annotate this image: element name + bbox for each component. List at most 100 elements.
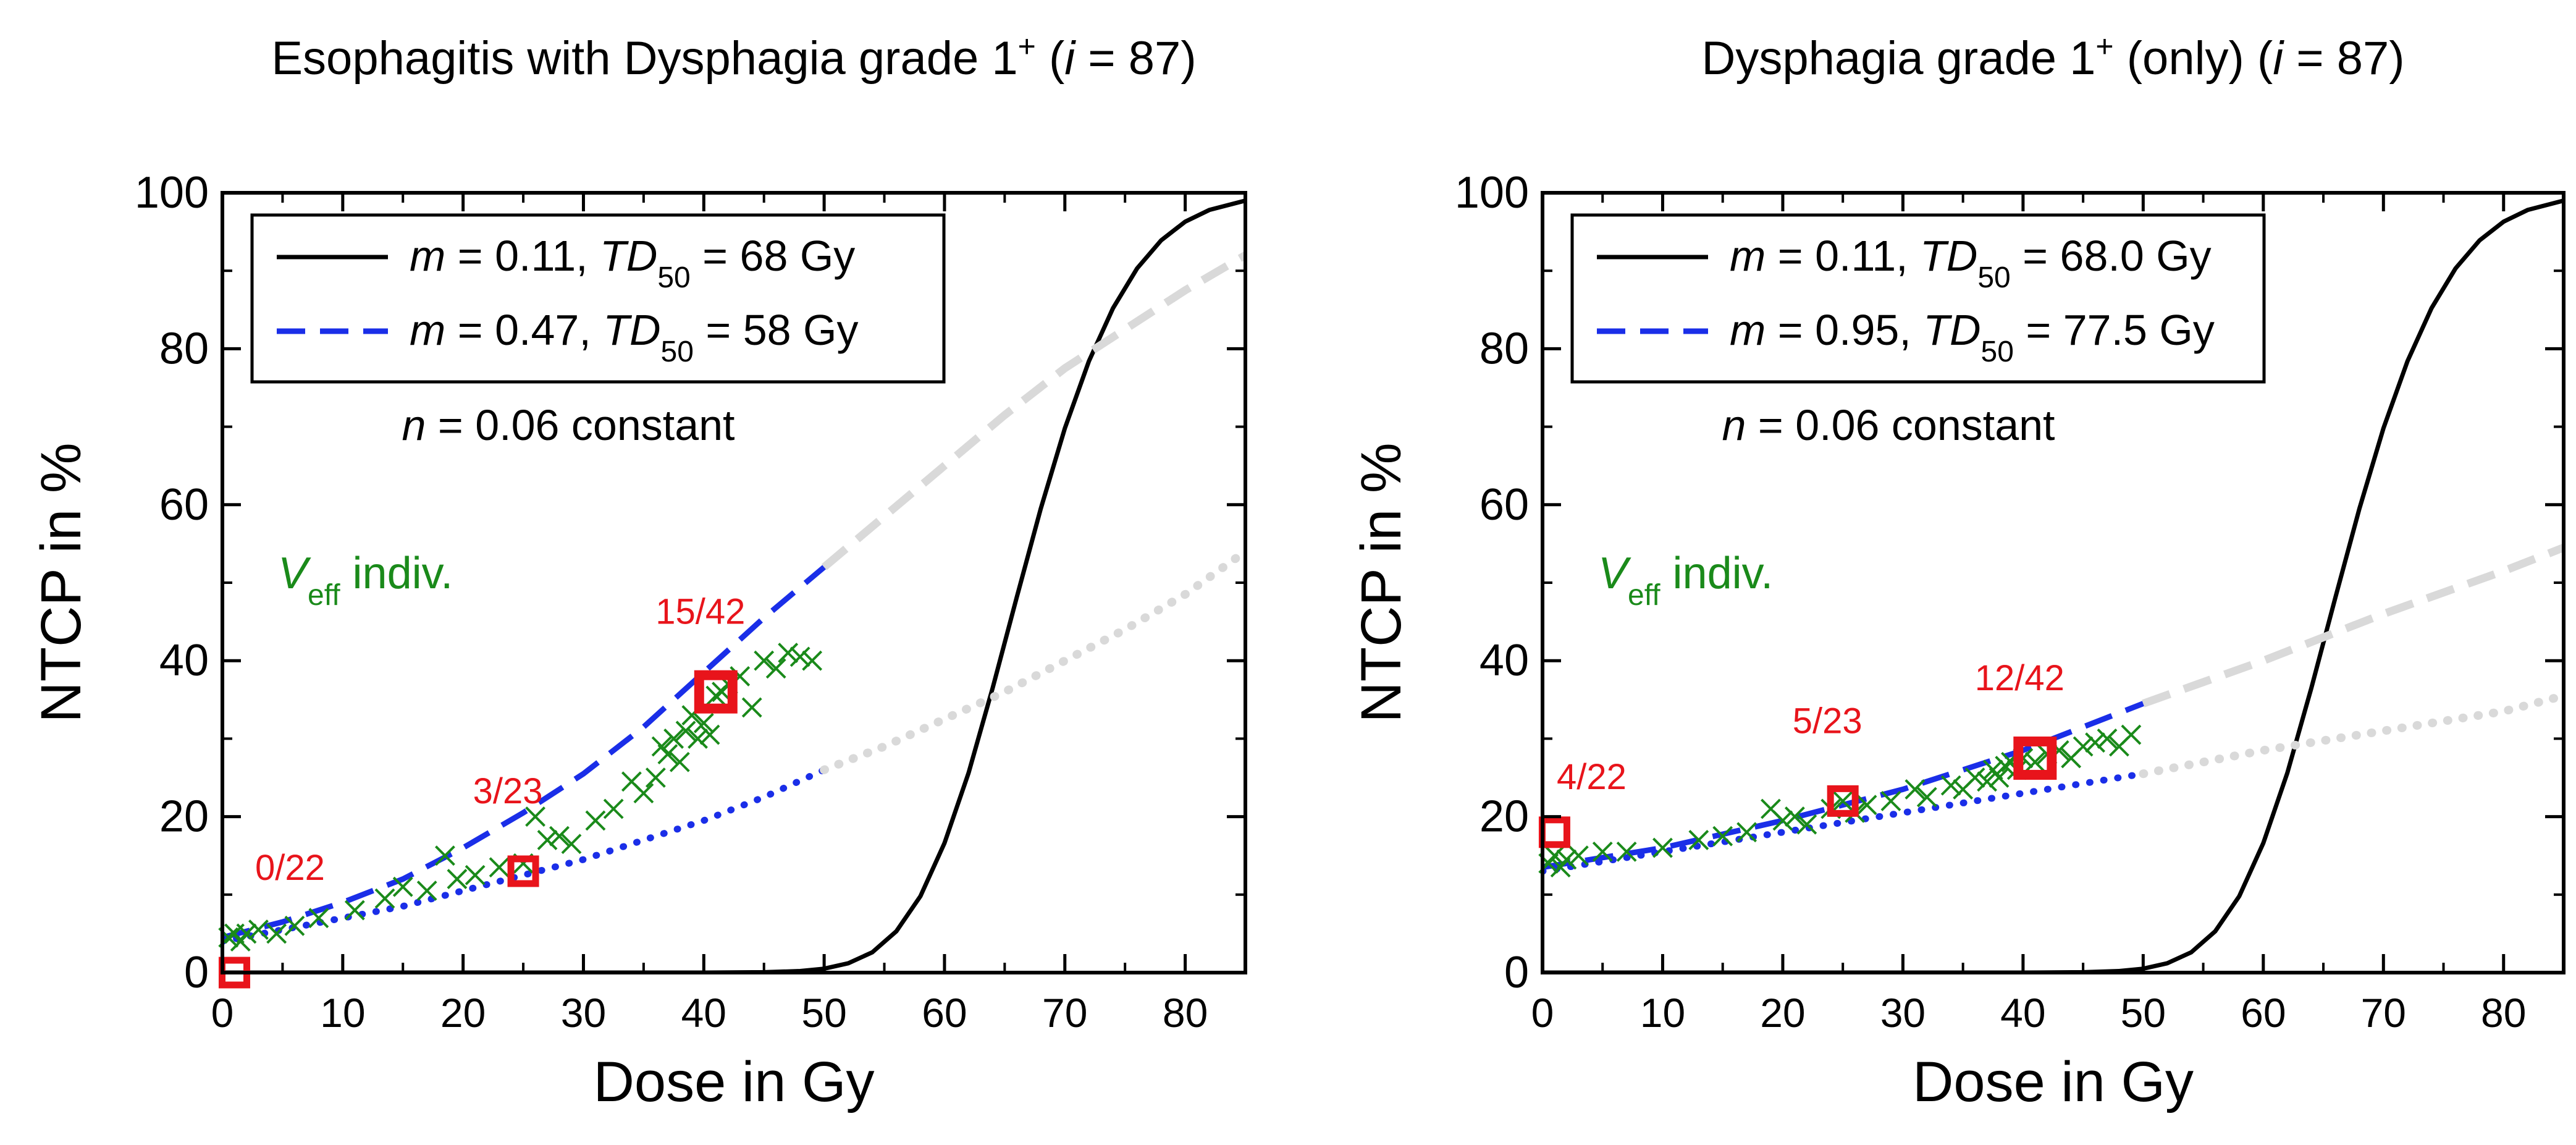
scatter-point (675, 720, 696, 742)
scatter-point (2073, 736, 2094, 757)
x-tick-label: 20 (440, 990, 486, 1036)
scatter-point (1688, 830, 1709, 850)
chart-panel-1: Esophagitis with Dysphagia grade 1+ (i =… (30, 29, 1247, 1113)
y-axis-label: NTCP in % (1350, 442, 1413, 722)
x-tick-label: 80 (2481, 990, 2526, 1036)
observed-label: 15/42 (655, 592, 745, 632)
series-line-dotted-5 (820, 547, 1245, 774)
legend-label: m = 0.11, TD50 = 68 Gy (410, 232, 855, 294)
scatter-point (765, 658, 786, 679)
scatter-point (1712, 826, 1733, 847)
series-line-dashed-2 (222, 565, 826, 940)
scatter-point (699, 724, 720, 745)
observed-label: 4/22 (1557, 757, 1627, 797)
scatter-point (1544, 845, 1565, 866)
x-axis-label: Dose in Gy (593, 1050, 874, 1113)
scatter-point (693, 712, 714, 733)
x-tick-label: 10 (1640, 990, 1685, 1036)
scatter-point (1772, 810, 1793, 831)
scatter-point (1940, 775, 1961, 796)
x-tick-label: 50 (2121, 990, 2166, 1036)
y-tick-label: 40 (1480, 636, 1529, 685)
n-constant-note: n = 0.06 constant (402, 401, 734, 449)
observed-point (1538, 816, 1570, 848)
scatter-point (374, 888, 395, 909)
y-tick-label: 80 (159, 324, 209, 373)
scatter-point (561, 834, 582, 855)
scatter-point (1964, 767, 1985, 788)
scatter-point (2085, 732, 2105, 753)
scatter-point (603, 798, 624, 819)
scatter-point (669, 751, 690, 772)
x-tick-label: 30 (1880, 990, 1926, 1036)
y-tick-label: 100 (1455, 168, 1529, 218)
legend: m = 0.11, TD50 = 68.0 Gy m = 0.95, TD50 =… (1570, 213, 2266, 384)
scatter-point (1977, 771, 1997, 792)
series-line-dashed-2 (1543, 701, 2145, 871)
x-tick-label: 40 (681, 990, 726, 1036)
scatter-point (549, 826, 570, 847)
y-tick-label: 40 (159, 636, 209, 685)
scatter-point (248, 919, 269, 940)
x-tick-label: 30 (561, 990, 606, 1036)
scatter-point (465, 864, 486, 885)
legend-label: m = 0.47, TD50 = 58 Gy (410, 306, 858, 368)
scatter-point (537, 830, 558, 850)
y-tick-label: 100 (135, 168, 209, 218)
observed-group: 0/22 3/23 15/42 (218, 592, 745, 989)
legend-label: m = 0.11, TD50 = 68.0 Gy (1730, 232, 2212, 294)
n-constant-note: n = 0.06 constant (1722, 401, 2055, 449)
scatter-point (416, 881, 437, 901)
scatter-point (284, 915, 305, 936)
x-tick-label: 70 (1042, 990, 1087, 1036)
x-tick-label: 80 (1163, 990, 1208, 1036)
x-tick-label: 70 (2361, 990, 2406, 1036)
scatter-point (663, 728, 684, 749)
scatter-point (1989, 767, 2010, 788)
x-tick-label: 40 (2000, 990, 2045, 1036)
series-line-dashed-3 (2142, 544, 2564, 708)
scatter-point (2024, 751, 2045, 772)
y-axis-label: NTCP in % (30, 442, 93, 722)
y-tick-label: 20 (1480, 792, 1529, 842)
scatter-point (435, 845, 455, 866)
scatter-point (344, 900, 365, 921)
observed-point (507, 855, 539, 887)
y-tick-label: 60 (159, 480, 209, 530)
scatter-point (585, 810, 606, 831)
series-line-solid-1 (222, 198, 1245, 973)
veff-note: Veff indiv. (278, 549, 453, 612)
x-axis-label: Dose in Gy (1913, 1050, 2194, 1113)
x-tick-label: 50 (801, 990, 846, 1036)
scatter-point (1736, 822, 1757, 843)
observed-point (2013, 736, 2057, 780)
scatter-point (1652, 837, 1673, 858)
legend-box (250, 213, 946, 384)
chart-panel-2: Dysphagia grade 1+ (only) (i = 87) 4/22 5/… (1350, 29, 2565, 1113)
observed-point (1827, 785, 1859, 817)
scatter-point (392, 876, 413, 897)
scatter-point (1856, 795, 1877, 816)
x-tick-label: 20 (1760, 990, 1805, 1036)
scatter-point (2097, 728, 2118, 749)
scatter-point (657, 744, 678, 765)
series-group (222, 198, 1245, 973)
scatter-point (789, 646, 810, 667)
observed-label: 12/42 (1975, 658, 2065, 698)
observed-group: 4/22 5/23 12/42 (1538, 658, 2065, 848)
scatter-point (236, 923, 257, 944)
scatter-point (645, 767, 666, 788)
legend-label: m = 0.95, TD50 = 77.5 Gy (1730, 306, 2215, 368)
legend: m = 0.11, TD50 = 68 Gy m = 0.47, TD50 = 5… (250, 213, 946, 384)
scatter-point (525, 806, 545, 827)
scatter-point (1880, 790, 1901, 811)
y-tick-label: 0 (1504, 948, 1529, 997)
scatter-point (1592, 841, 1613, 862)
x-tick-label: 10 (320, 990, 365, 1036)
scatter-point (308, 908, 329, 929)
scatter-point (778, 643, 799, 663)
scatter-point (1568, 845, 1589, 866)
scatter-point (741, 697, 762, 718)
scatter-point (754, 650, 775, 671)
